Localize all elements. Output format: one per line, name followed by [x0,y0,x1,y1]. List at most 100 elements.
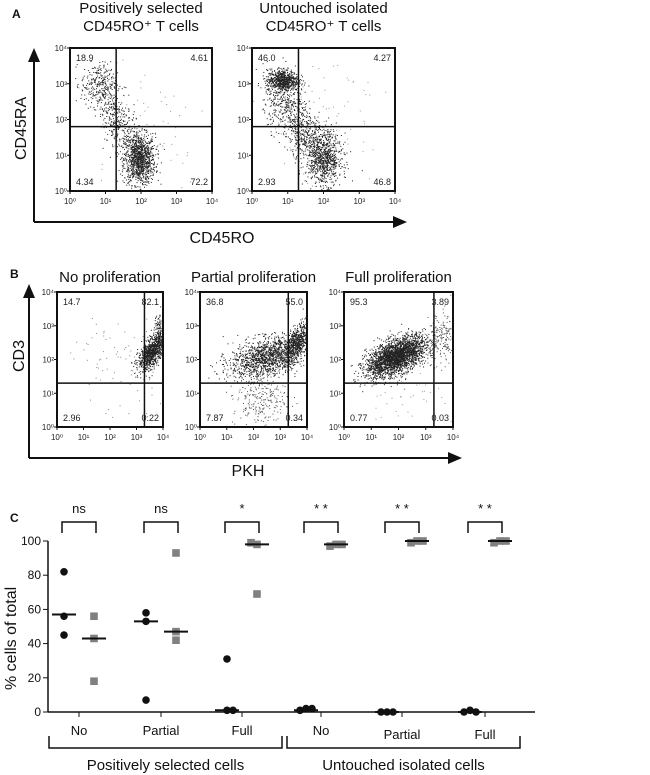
event-dot [141,152,143,154]
event-dot [321,163,323,165]
event-dot [151,359,153,361]
event-dot [345,167,347,169]
event-dot [311,161,312,163]
event-dot [287,87,288,89]
event-dot [123,113,125,115]
event-dot [107,63,109,65]
event-dot [114,87,116,89]
event-dot [118,102,120,103]
event-dot [118,119,120,121]
event-dot [266,81,268,83]
event-dot [117,180,119,182]
event-dot [130,180,132,182]
event-dot [109,86,111,88]
event-dot [100,91,102,93]
event-dot [340,135,342,136]
event-dot [118,170,120,172]
event-dot [158,358,160,359]
event-dot [296,135,298,137]
event-dot [295,144,297,145]
event-dot [138,173,139,175]
event-dot [328,159,330,161]
event-dot [145,156,147,158]
event-dot [152,349,154,351]
event-dot [128,94,130,96]
event-dot [105,68,107,70]
event-dot [132,156,133,158]
event-dot [144,74,146,76]
event-dot [325,147,327,149]
event-dot [131,119,133,120]
event-dot [123,141,125,143]
event-dot [334,160,336,162]
event-dot [304,150,306,152]
event-dot [276,79,278,81]
event-dot [288,73,290,75]
event-dot [158,353,160,355]
event-dot [103,79,104,81]
event-dot [114,83,116,85]
event-dot [155,148,157,150]
event-dot [292,76,294,78]
event-dot [294,136,296,138]
event-dot [317,120,319,122]
event-dot [154,342,156,344]
event-dot [127,153,129,155]
event-dot [331,178,333,180]
event-dot [334,159,336,161]
event-dot [145,132,147,133]
event-dot [318,111,320,113]
event-dot [151,337,153,339]
event-dot [96,100,98,102]
event-dot [146,148,148,150]
event-dot [300,104,302,105]
event-dot [130,130,132,132]
event-dot [153,155,155,157]
event-dot [126,134,128,136]
event-dot [152,342,154,344]
event-dot [132,154,134,156]
event-dot [295,139,297,140]
event-dot [105,88,107,90]
event-dot [319,125,321,126]
event-dot [309,151,311,153]
event-dot [290,88,292,90]
event-dot [139,179,141,180]
event-dot [280,76,281,78]
event-dot [288,78,290,80]
event-dot [156,163,158,165]
event-dot [306,111,308,113]
event-dot [151,157,153,158]
event-dot [294,84,296,86]
event-dot [155,360,157,362]
event-dot [272,81,273,83]
event-dot [150,350,152,352]
event-dot [300,167,302,169]
event-dot [294,89,296,91]
event-dot [271,74,273,76]
event-dot [321,180,323,181]
event-dot [152,356,154,358]
event-dot [150,366,152,368]
event-dot [278,85,279,87]
event-dot [271,83,273,85]
event-dot [295,157,297,159]
event-dot [155,166,157,168]
event-dot [85,87,87,89]
event-dot [132,161,134,163]
event-dot [325,173,326,175]
event-dot [299,86,300,87]
event-dot [276,95,278,97]
event-dot [282,74,284,76]
event-dot [124,116,126,118]
event-dot [147,153,149,155]
event-dot [283,82,285,83]
event-dot [321,134,323,136]
event-dot [128,167,130,169]
event-dot [99,108,101,110]
event-dot [145,156,147,157]
event-dot [347,101,349,103]
event-dot [114,82,116,84]
event-dot [316,135,318,137]
event-dot [285,61,287,62]
